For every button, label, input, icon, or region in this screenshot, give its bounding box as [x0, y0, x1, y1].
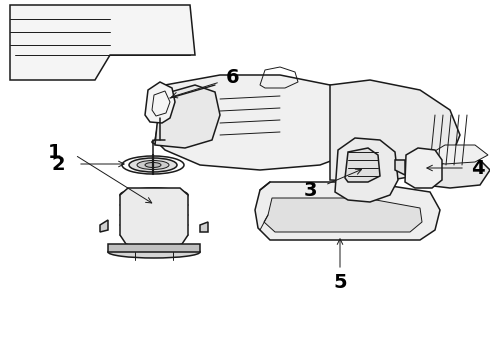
Circle shape: [300, 202, 320, 222]
Ellipse shape: [145, 162, 161, 167]
Polygon shape: [264, 198, 422, 232]
Polygon shape: [200, 222, 208, 232]
Text: 4: 4: [471, 158, 485, 177]
Ellipse shape: [131, 190, 176, 199]
Polygon shape: [345, 148, 380, 182]
Polygon shape: [145, 82, 175, 123]
Circle shape: [382, 160, 398, 176]
Polygon shape: [335, 138, 398, 202]
Text: 3: 3: [303, 180, 317, 199]
Polygon shape: [155, 75, 370, 170]
Ellipse shape: [108, 246, 200, 258]
Text: 6: 6: [226, 68, 240, 86]
Ellipse shape: [137, 161, 169, 170]
Polygon shape: [395, 160, 405, 175]
Circle shape: [340, 202, 360, 222]
Polygon shape: [330, 80, 460, 182]
Text: 2: 2: [51, 154, 65, 174]
Ellipse shape: [129, 158, 177, 172]
Ellipse shape: [122, 156, 184, 174]
Circle shape: [413, 158, 433, 178]
Polygon shape: [108, 244, 200, 252]
Polygon shape: [155, 85, 220, 148]
Polygon shape: [405, 148, 442, 188]
Polygon shape: [10, 5, 195, 80]
Text: 1: 1: [48, 143, 62, 162]
Text: 5: 5: [333, 273, 347, 292]
Polygon shape: [120, 188, 188, 248]
Ellipse shape: [152, 140, 168, 144]
Polygon shape: [420, 160, 490, 188]
Polygon shape: [255, 182, 440, 240]
Polygon shape: [100, 220, 108, 232]
Ellipse shape: [120, 188, 188, 202]
Polygon shape: [420, 145, 488, 164]
Circle shape: [380, 202, 400, 222]
